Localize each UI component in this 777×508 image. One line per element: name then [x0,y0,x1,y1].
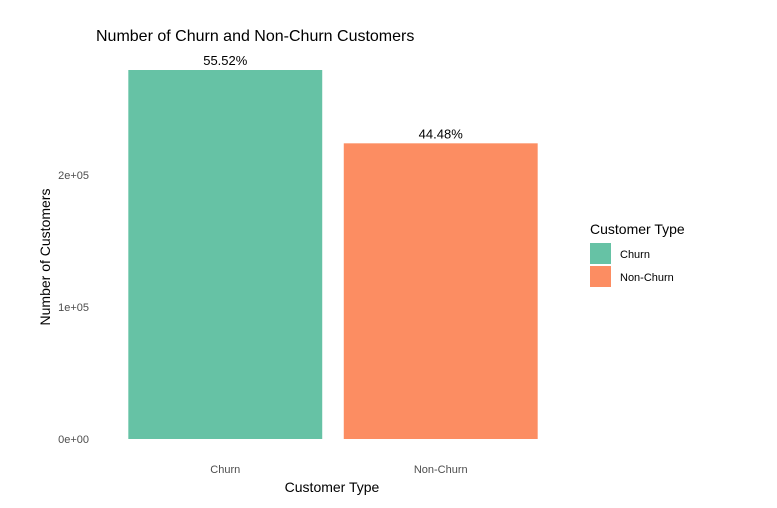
legend-title: Customer Type [590,221,685,237]
data-labels: 55.52% 44.48% [203,53,463,141]
y-axis-title: Number of Customers [37,189,53,326]
bar-non-churn [343,143,538,439]
data-label: 44.48% [419,126,464,141]
legend-entries: Churn Non-Churn [590,243,674,287]
x-axis-title: Customer Type [285,479,380,495]
y-axis-ticks: 0e+00 1e+05 2e+05 [58,170,89,446]
x-axis-ticks: Churn Non-Churn [210,464,467,476]
legend-label: Non-Churn [620,272,674,284]
data-label: 55.52% [203,53,248,68]
legend-swatch [590,243,611,264]
legend-label: Churn [620,249,650,261]
legend-swatch [590,266,611,287]
y-tick-label: 0e+00 [58,434,89,446]
x-tick-label: Non-Churn [414,464,468,476]
y-tick-label: 2e+05 [58,170,89,182]
x-tick-label: Churn [210,464,240,476]
bars [128,70,538,439]
bar-churn [128,70,323,439]
chart-title: Number of Churn and Non-Churn Customers [96,28,414,45]
legend: Customer Type Churn Non-Churn [590,221,685,287]
y-tick-label: 1e+05 [58,302,89,314]
